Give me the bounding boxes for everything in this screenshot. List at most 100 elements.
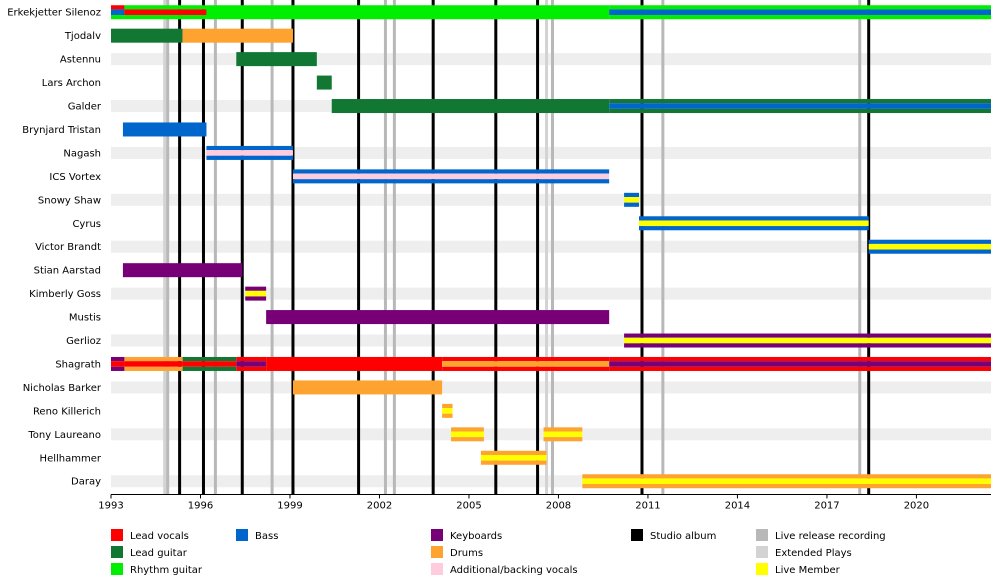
- member-bar: [868, 243, 991, 250]
- member-bar: [122, 263, 243, 278]
- member-label: Gerlioz: [66, 336, 101, 347]
- member-bar: [582, 484, 991, 489]
- member-bar: [292, 173, 610, 180]
- legend-swatch: [431, 563, 443, 575]
- member-bar: [543, 437, 583, 442]
- member-bar: [292, 179, 610, 184]
- member-bar: [266, 310, 610, 325]
- member-bar: [122, 122, 207, 137]
- member-bar: [480, 460, 547, 465]
- member-bar: [206, 145, 293, 151]
- member-bar: [624, 337, 991, 344]
- member-label: Galder: [68, 102, 102, 113]
- member-bar: [609, 99, 991, 104]
- legend-swatch: [431, 546, 443, 558]
- member-label: Nagash: [63, 148, 101, 159]
- member-bar: [609, 366, 991, 371]
- member-bar: [266, 356, 443, 371]
- member-bar: [868, 239, 991, 244]
- member-bar: [480, 454, 547, 461]
- member-bar: [609, 9, 991, 16]
- member-bar: [331, 99, 610, 114]
- legend-label: Live release recording: [775, 531, 886, 542]
- member-bar: [292, 380, 443, 395]
- member-label: Lars Archon: [42, 78, 101, 89]
- member-bar: [442, 366, 610, 371]
- x-tick-label: 2011: [635, 500, 660, 511]
- legend-swatch: [631, 529, 643, 541]
- legend-label: Additional/backing vocals: [450, 565, 578, 576]
- member-bar: [111, 9, 125, 16]
- member-bar: [111, 28, 183, 43]
- x-tick-label: 2014: [725, 500, 750, 511]
- x-tick-label: 2008: [546, 500, 571, 511]
- member-label: Snowy Shaw: [38, 195, 101, 206]
- member-bar: [206, 5, 610, 20]
- member-label: Victor Brandt: [35, 242, 101, 253]
- legend-label: Lead vocals: [130, 531, 189, 542]
- member-bar: [868, 249, 991, 254]
- legend-label: Drums: [450, 548, 483, 559]
- member-bar: [442, 413, 453, 418]
- member-bar: [124, 361, 183, 367]
- member-label: Brynjard Tristan: [22, 125, 101, 136]
- member-bar: [111, 356, 125, 362]
- legend-label: Live Member: [775, 565, 841, 576]
- member-bar: [624, 202, 639, 207]
- member-bar: [124, 356, 183, 362]
- member-label: Nicholas Barker: [23, 383, 102, 394]
- member-bar: [639, 220, 869, 227]
- member-bar: [543, 427, 583, 432]
- legend-swatch: [756, 563, 768, 575]
- member-bar: [451, 427, 484, 432]
- member-bar: [292, 169, 610, 174]
- member-bar: [624, 333, 991, 338]
- member-label: ICS Vortex: [49, 172, 101, 183]
- member-bar: [111, 5, 125, 10]
- legend-swatch: [111, 563, 123, 575]
- member-bar: [182, 366, 237, 371]
- member-label: Shagrath: [55, 359, 101, 370]
- member-bar: [182, 356, 237, 362]
- legend-swatch: [111, 546, 123, 558]
- x-tick-label: 1996: [188, 500, 213, 511]
- member-bar: [182, 28, 293, 43]
- member-label: Daray: [71, 477, 101, 488]
- legend-swatch: [236, 529, 248, 541]
- member-bar: [236, 361, 267, 367]
- member-bar: [111, 15, 125, 20]
- member-bar: [609, 356, 991, 362]
- member-label: Reno Killerich: [33, 406, 101, 417]
- legend-swatch: [756, 529, 768, 541]
- member-bar: [609, 361, 991, 367]
- member-label: Mustis: [69, 313, 101, 324]
- member-bar: [624, 343, 991, 348]
- member-bar: [124, 9, 207, 16]
- member-bar: [624, 192, 639, 198]
- member-label: Erkekjetter Silenoz: [7, 8, 101, 19]
- member-bar: [480, 450, 547, 455]
- member-bar: [124, 15, 207, 20]
- member-bar: [451, 431, 484, 438]
- legend-label: Bass: [255, 531, 278, 542]
- member-label: Tjodalv: [64, 31, 101, 42]
- x-tick-label: 2020: [904, 500, 929, 511]
- legend-swatch: [431, 529, 443, 541]
- member-bar: [442, 408, 453, 414]
- member-bar: [582, 474, 991, 479]
- x-tick-label: 1999: [277, 500, 302, 511]
- member-bar: [236, 356, 267, 362]
- x-tick-label: 2002: [367, 500, 392, 511]
- member-bar: [111, 361, 125, 367]
- member-bar: [543, 431, 583, 438]
- member-bar: [582, 478, 991, 485]
- member-bar: [442, 361, 610, 367]
- member-bar: [124, 366, 183, 371]
- member-bar: [206, 155, 293, 160]
- member-label: Kimberly Goss: [29, 289, 101, 300]
- member-bar: [451, 437, 484, 442]
- member-bar: [182, 361, 237, 367]
- x-tick-label: 2005: [456, 500, 481, 511]
- member-bar: [639, 216, 869, 221]
